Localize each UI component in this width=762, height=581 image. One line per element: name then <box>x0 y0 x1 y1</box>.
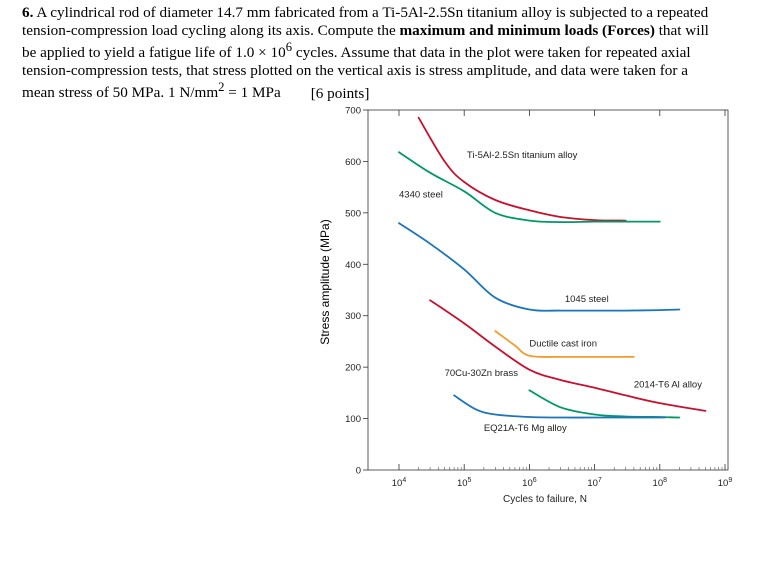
y-tick-label: 100 <box>345 414 361 425</box>
chart-series <box>398 116 707 419</box>
series-line <box>453 394 666 419</box>
problem-sup-2: 2 <box>218 80 225 95</box>
series-label: 4340 steel <box>399 189 443 200</box>
problem-statement: 6. A cylindrical rod of diameter 14.7 mm… <box>22 4 712 102</box>
plot-frame <box>367 109 729 471</box>
series-label: Ductile cast iron <box>529 339 597 350</box>
problem-bold-loads: maximum and minimum loads (Forces) <box>399 21 655 39</box>
y-axis-label: Stress amplitude (MPa) <box>318 219 332 344</box>
x-tick-label: 104 <box>392 477 407 489</box>
chart-axes: 0 100 200 300 400 500 600 700 104 105 106 107 108 109 <box>345 106 732 490</box>
series-label: 70Cu-30Zn brass <box>445 368 519 379</box>
series-line <box>398 222 681 312</box>
x-axis-label: Cycles to failure, N <box>503 494 587 505</box>
problem-text-1: A cylindrical rod of diameter 14.7 mm fa… <box>22 4 709 39</box>
problem-points: [6 points] <box>310 84 370 102</box>
series-line <box>494 330 635 358</box>
y-tick-label: 500 <box>345 208 361 219</box>
problem-text-2: that will be applied to yield a fatigue … <box>22 21 709 62</box>
x-tick-label: 107 <box>587 477 602 489</box>
x-tick-label: 105 <box>457 477 472 489</box>
x-tick-label: 106 <box>522 477 537 489</box>
y-tick-label: 300 <box>345 311 361 322</box>
series-label: EQ21A-T6 Mg alloy <box>484 423 567 434</box>
series-line <box>429 299 707 412</box>
problem-text-4: = 1 MPa <box>224 84 281 102</box>
series-line <box>398 151 661 224</box>
y-tick-label: 700 <box>345 106 361 117</box>
x-tick-label: 109 <box>718 477 733 489</box>
y-tick-label: 200 <box>345 363 361 374</box>
series-line <box>528 389 681 419</box>
series-label: Ti-5Al-2.5Sn titanium alloy <box>467 150 578 161</box>
problem-sup-1: 6 <box>285 40 293 55</box>
y-tick-label: 600 <box>345 157 361 168</box>
series-line <box>417 116 627 222</box>
y-tick-label: 0 <box>356 466 361 477</box>
problem-number: 6. <box>22 4 34 21</box>
problem-paragraph: 6. A cylindrical rod of diameter 14.7 mm… <box>22 4 712 102</box>
problem-text-3: cycles. Assume that data in the plot wer… <box>22 44 691 102</box>
chart-series-labels: Ti-5Al-2.5Sn titanium alloy 4340 steel 104… <box>399 150 702 434</box>
series-label: 2014-T6 Al alloy <box>634 380 702 391</box>
series-label: 1045 steel <box>565 294 609 305</box>
x-tick-label: 108 <box>653 477 668 489</box>
y-tick-label: 400 <box>345 260 361 271</box>
